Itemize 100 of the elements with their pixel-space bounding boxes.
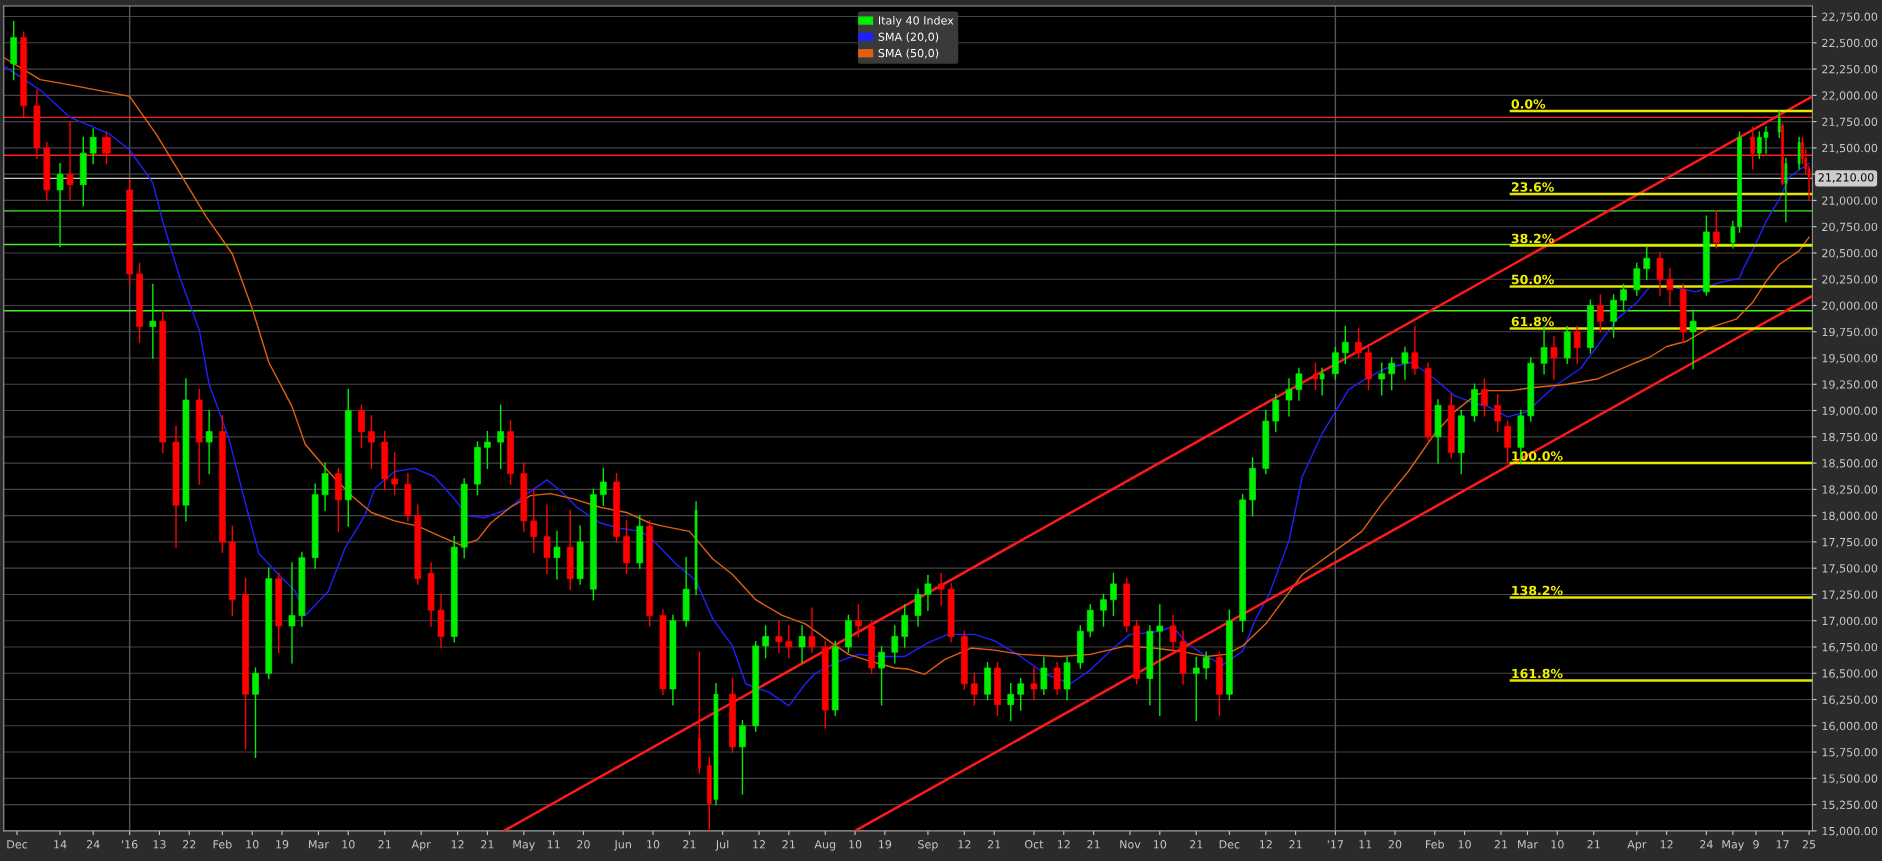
- candlestick: [1712, 210, 1720, 249]
- candlestick: [252, 667, 259, 759]
- x-tick-label: Aug: [814, 840, 836, 851]
- candlestick: [1156, 604, 1164, 716]
- y-tick-label: 16,000.00: [1822, 721, 1878, 732]
- x-tick-label: 12: [1259, 840, 1272, 849]
- candlestick: [484, 430, 491, 470]
- x-tick-label: Mar: [309, 840, 329, 849]
- x-tick-label: 21: [378, 840, 391, 849]
- y-tick-label: 21,000.00: [1822, 196, 1878, 206]
- x-tick-label: 17: [1776, 840, 1789, 849]
- annotation: 0.0%: [1511, 99, 1546, 109]
- candlestick: [1597, 294, 1604, 333]
- candlestick: [1110, 572, 1117, 617]
- candlestick: [775, 620, 783, 653]
- y-tick-label: 19,500.00: [1822, 354, 1878, 364]
- x-tick-label: 10: [1153, 840, 1167, 849]
- y-tick-label: 20,250.00: [1822, 275, 1878, 285]
- y-tick-label: 20,500.00: [1822, 248, 1878, 259]
- candlestick: [1355, 327, 1362, 359]
- candlestick: [553, 530, 561, 580]
- candlestick: [205, 409, 213, 475]
- candlestick: [321, 462, 329, 512]
- candlestick: [1550, 336, 1558, 380]
- x-tick-label: 19: [879, 840, 892, 849]
- candlestick: [543, 504, 551, 575]
- candlestick: [970, 672, 978, 706]
- y-tick-label: 22,500.00: [1822, 38, 1878, 49]
- x-tick-label: 11: [1359, 840, 1372, 849]
- y-tick-label: 15,250.00: [1822, 800, 1878, 811]
- y-tick-label: 18,250.00: [1822, 485, 1878, 495]
- candlestick: [1017, 677, 1025, 711]
- x-tick-label: 10: [849, 840, 862, 849]
- x-tick-label: 9: [1753, 840, 1759, 849]
- candlestick: [530, 488, 538, 554]
- candlestick: [855, 604, 862, 638]
- x-tick-label: '16: [122, 840, 138, 849]
- candlestick: [1285, 378, 1293, 417]
- x-tick-label: 24: [86, 840, 100, 849]
- x-tick-label: Apr: [411, 840, 431, 851]
- x-tick-label: 12: [1057, 840, 1070, 849]
- candlestick: [1666, 268, 1674, 307]
- x-tick-label: Dec: [1219, 840, 1240, 849]
- candlestick: [1192, 656, 1200, 722]
- x-tick-label: Mar: [1518, 840, 1538, 849]
- candlestick: [785, 625, 793, 659]
- x-tick-label: 10: [1458, 840, 1471, 849]
- x-tick-label: 21: [481, 840, 494, 849]
- x-tick-label: 21: [1289, 840, 1302, 849]
- x-tick-label: Nov: [1120, 840, 1141, 849]
- x-tick-label: Apr: [1627, 840, 1647, 851]
- x-tick-label: 21: [1587, 840, 1600, 849]
- x-tick-label: 20: [577, 840, 590, 849]
- y-tick-label: 20,000.00: [1822, 301, 1878, 311]
- candlestick: [798, 625, 806, 664]
- candlestick: [1295, 367, 1303, 401]
- y-tick-label: 19,750.00: [1822, 327, 1878, 338]
- x-tick-label: 12: [958, 840, 971, 849]
- candlestick: [1319, 367, 1325, 396]
- y-tick-label: 21,750.00: [1822, 117, 1878, 128]
- x-tick-label: May: [1722, 840, 1745, 851]
- candlestick: [1341, 325, 1349, 364]
- annotation: 61.8%: [1511, 316, 1554, 327]
- candlestick: [1401, 346, 1409, 380]
- annotation: 50.0%: [1511, 274, 1554, 285]
- candlestick: [1053, 662, 1061, 695]
- x-tick-label: 12: [1660, 840, 1673, 849]
- x-tick-label: Jul: [715, 839, 729, 851]
- candlestick: [391, 451, 398, 496]
- annotation: 138.2%: [1512, 585, 1563, 596]
- candlestick: [1388, 357, 1396, 391]
- candlestick: [1481, 378, 1488, 417]
- y-tick-label: 15,750.00: [1822, 748, 1878, 758]
- candlestick: [89, 128, 97, 165]
- x-tick-label: Jun: [613, 840, 631, 851]
- candlestick: [1411, 325, 1419, 375]
- candlestick: [1030, 667, 1038, 701]
- y-tick-label: 15,000.00: [1822, 826, 1878, 837]
- candlestick: [288, 562, 296, 664]
- y-tick-label: 18,500.00: [1822, 459, 1878, 469]
- y-tick-label: 16,250.00: [1822, 695, 1878, 706]
- annotation: 23.6%: [1511, 182, 1554, 192]
- ref-line-label: 21,210.00: [1818, 173, 1874, 183]
- x-tick-label: Feb: [1426, 839, 1444, 849]
- candlestick: [1689, 310, 1697, 370]
- annotation: 161.8%: [1512, 668, 1563, 679]
- y-tick-label: 22,750.00: [1822, 12, 1878, 23]
- candlestick: [497, 404, 504, 470]
- legend-label: Italy 40 Index: [878, 16, 954, 27]
- x-tick-label: 10: [246, 840, 259, 849]
- x-tick-label: 21: [1087, 840, 1100, 849]
- candlestick: [1620, 283, 1627, 312]
- y-tick-label: 16,500.00: [1822, 669, 1878, 679]
- x-tick-label: 10: [647, 840, 660, 849]
- candlestick: [599, 467, 607, 506]
- x-tick-label: Feb: [213, 839, 232, 849]
- y-tick-label: 19,250.00: [1822, 380, 1878, 390]
- candlestick: [1750, 126, 1756, 170]
- candlestick: [1540, 325, 1548, 375]
- y-tick-label: 17,000.00: [1822, 616, 1878, 627]
